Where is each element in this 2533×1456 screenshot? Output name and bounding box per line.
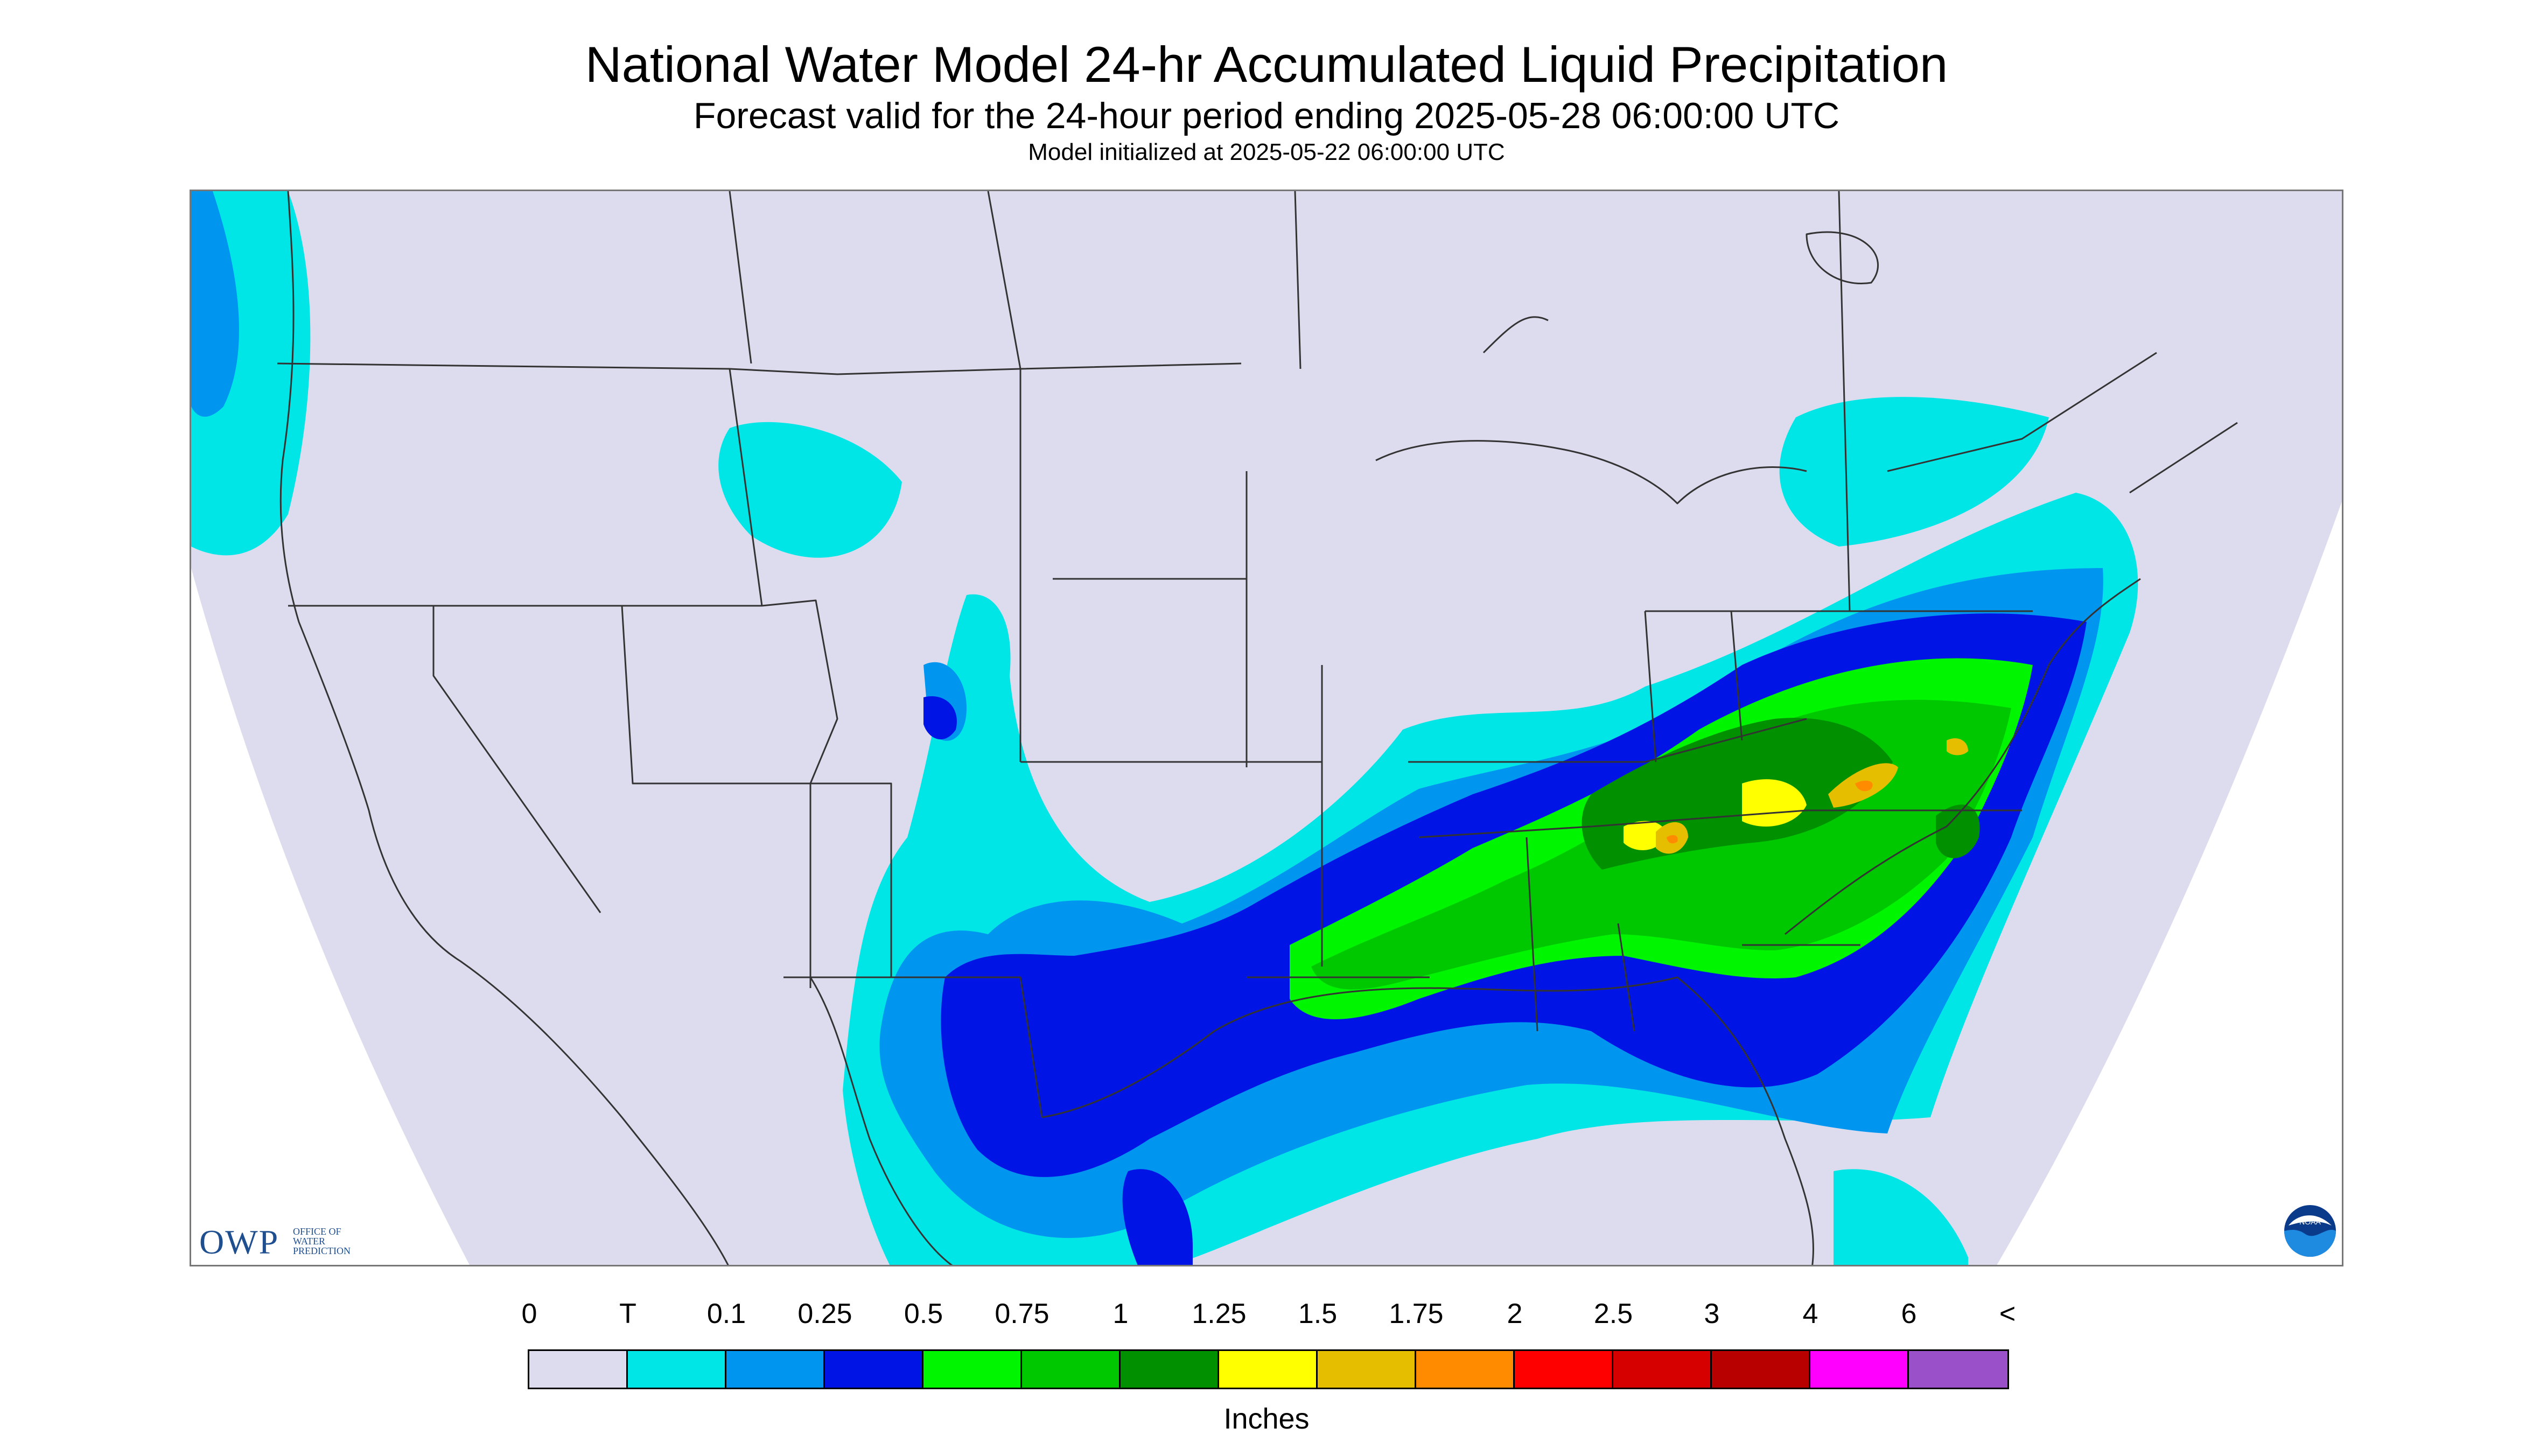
legend-swatch xyxy=(1318,1351,1416,1388)
legend-swatch xyxy=(1416,1351,1515,1388)
legend-label: 0 xyxy=(521,1298,537,1329)
precipitation-map[interactable] xyxy=(190,190,2343,1266)
legend-swatch xyxy=(529,1351,628,1388)
state-boundaries xyxy=(277,191,2238,1118)
legend-label: 0.5 xyxy=(904,1298,943,1329)
legend-label: < xyxy=(1999,1298,2016,1329)
legend-swatch xyxy=(825,1351,923,1388)
legend-swatch xyxy=(726,1351,825,1388)
legend-label: 1.25 xyxy=(1192,1298,1247,1329)
legend-swatch xyxy=(1121,1351,1219,1388)
legend-label: 1 xyxy=(1112,1298,1129,1329)
legend-swatch xyxy=(1613,1351,1712,1388)
legend-swatch xyxy=(1712,1351,1810,1388)
legend-swatch xyxy=(1219,1351,1318,1388)
legend-swatch xyxy=(1810,1351,1909,1388)
legend-swatch xyxy=(1515,1351,1613,1388)
owp-logo-letters: OWP xyxy=(199,1223,279,1261)
legend-label: 3 xyxy=(1704,1298,1720,1329)
legend-swatch xyxy=(1909,1351,2007,1388)
map-title: National Water Model 24-hr Accumulated L… xyxy=(585,36,1948,93)
legend-swatch xyxy=(1022,1351,1121,1388)
noaa-logo-text: NOAA xyxy=(2299,1217,2321,1226)
noaa-logo: NOAA xyxy=(2284,1205,2336,1257)
legend-label: T xyxy=(619,1298,636,1329)
owp-logo: OWP OFFICE OF WATER PREDICTION xyxy=(199,1222,377,1261)
legend-swatch xyxy=(628,1351,726,1388)
legend-label: 0.1 xyxy=(706,1298,746,1329)
legend-color-bar xyxy=(528,1349,2009,1389)
owp-logo-subtext: OFFICE OF WATER PREDICTION xyxy=(293,1226,351,1256)
legend-label: 6 xyxy=(1901,1298,1917,1329)
legend-label: 1.5 xyxy=(1298,1298,1338,1329)
legend-label: 4 xyxy=(1802,1298,1818,1329)
legend-units: Inches xyxy=(1223,1403,1310,1435)
legend-label: 2.5 xyxy=(1593,1298,1633,1329)
legend-label: 1.75 xyxy=(1389,1298,1444,1329)
legend-swatch xyxy=(923,1351,1022,1388)
legend-label: 2 xyxy=(1507,1298,1523,1329)
legend-label: 0.75 xyxy=(995,1298,1049,1329)
map-subtitle: Forecast valid for the 24-hour period en… xyxy=(693,95,1840,136)
legend-labels: 0 T 0.1 0.25 0.5 0.75 1 1.25 1.5 1.75 2 … xyxy=(0,1298,2533,1335)
legend-label: 0.25 xyxy=(797,1298,852,1329)
model-init-time: Model initialized at 2025-05-22 06:00:00… xyxy=(1028,139,1505,165)
coastlines xyxy=(279,191,2141,1265)
precip-1-75-layer xyxy=(1667,780,1873,844)
